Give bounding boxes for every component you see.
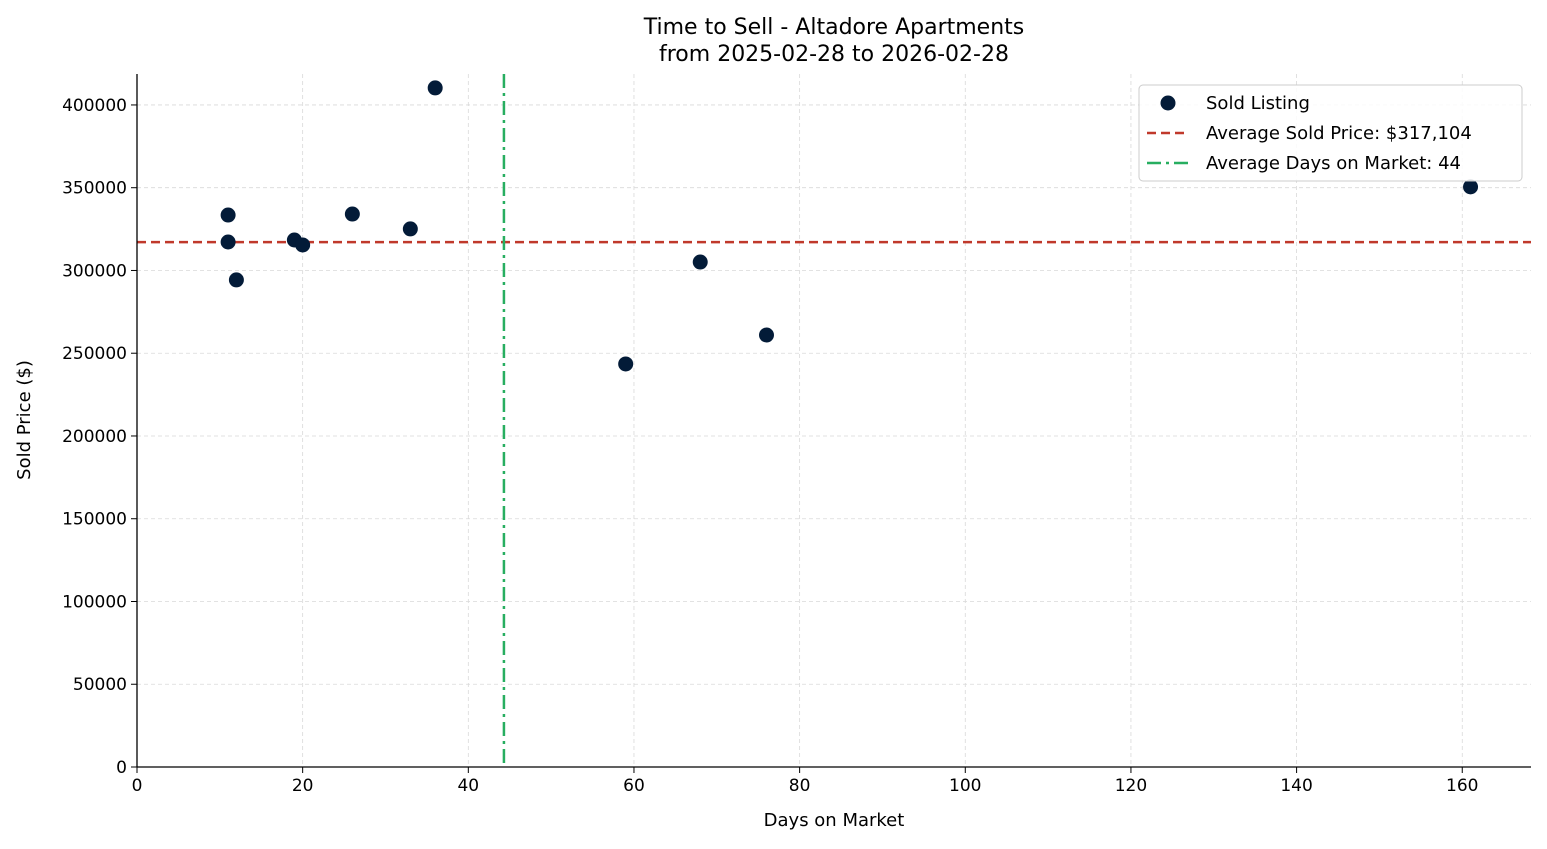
x-tick-label: 0	[132, 776, 143, 796]
data-point	[1463, 179, 1479, 195]
y-tick-label: 0	[116, 758, 127, 778]
data-point	[758, 327, 774, 343]
data-point	[220, 234, 236, 250]
data-point	[402, 221, 418, 237]
y-axis-label: Sold Price ($)	[14, 360, 35, 480]
x-tick-label: 80	[789, 776, 811, 796]
y-tick-label: 400000	[62, 96, 127, 116]
chart-subtitle: from 2025-02-28 to 2026-02-28	[659, 42, 1009, 67]
x-axis-label: Days on Market	[764, 810, 905, 831]
x-tick-label: 60	[623, 776, 645, 796]
x-tick-label: 40	[457, 776, 479, 796]
legend-label-sold-listing: Sold Listing	[1206, 93, 1310, 114]
y-tick-label: 250000	[62, 344, 127, 364]
y-tick-label: 50000	[73, 675, 127, 695]
legend-marker-sold-listing	[1160, 95, 1176, 111]
x-tick-label: 140	[1280, 776, 1312, 796]
x-tick-label: 160	[1446, 776, 1478, 796]
reference-lines	[137, 74, 1531, 767]
grid	[136, 74, 1531, 768]
y-tick-label: 300000	[62, 261, 127, 281]
legend-label-avg-price: Average Sold Price: $317,104	[1206, 123, 1472, 144]
data-point	[295, 237, 311, 253]
y-tick-label: 100000	[62, 592, 127, 612]
x-tick-label: 20	[292, 776, 314, 796]
data-points	[220, 80, 1479, 372]
chart-title: Time to Sell - Altadore Apartments	[643, 15, 1025, 40]
data-point	[427, 80, 443, 96]
legend-box	[1138, 84, 1523, 182]
y-tick-label: 350000	[62, 179, 127, 199]
x-tick-label: 100	[949, 776, 981, 796]
legend: Sold Listing Average Sold Price: $317,10…	[1138, 84, 1523, 182]
data-point	[692, 254, 708, 270]
x-tick-label: 120	[1115, 776, 1147, 796]
data-point	[220, 207, 236, 223]
legend-label-avg-days: Average Days on Market: 44	[1206, 153, 1461, 174]
data-point	[618, 356, 634, 372]
data-point	[344, 206, 360, 222]
y-tick-label: 150000	[62, 510, 127, 530]
y-tick-label: 200000	[62, 427, 127, 447]
axes: 0 20 40 60 80 100 120 140 160 0 50000 100000 150000 2…	[62, 74, 1531, 796]
data-point	[228, 272, 244, 288]
